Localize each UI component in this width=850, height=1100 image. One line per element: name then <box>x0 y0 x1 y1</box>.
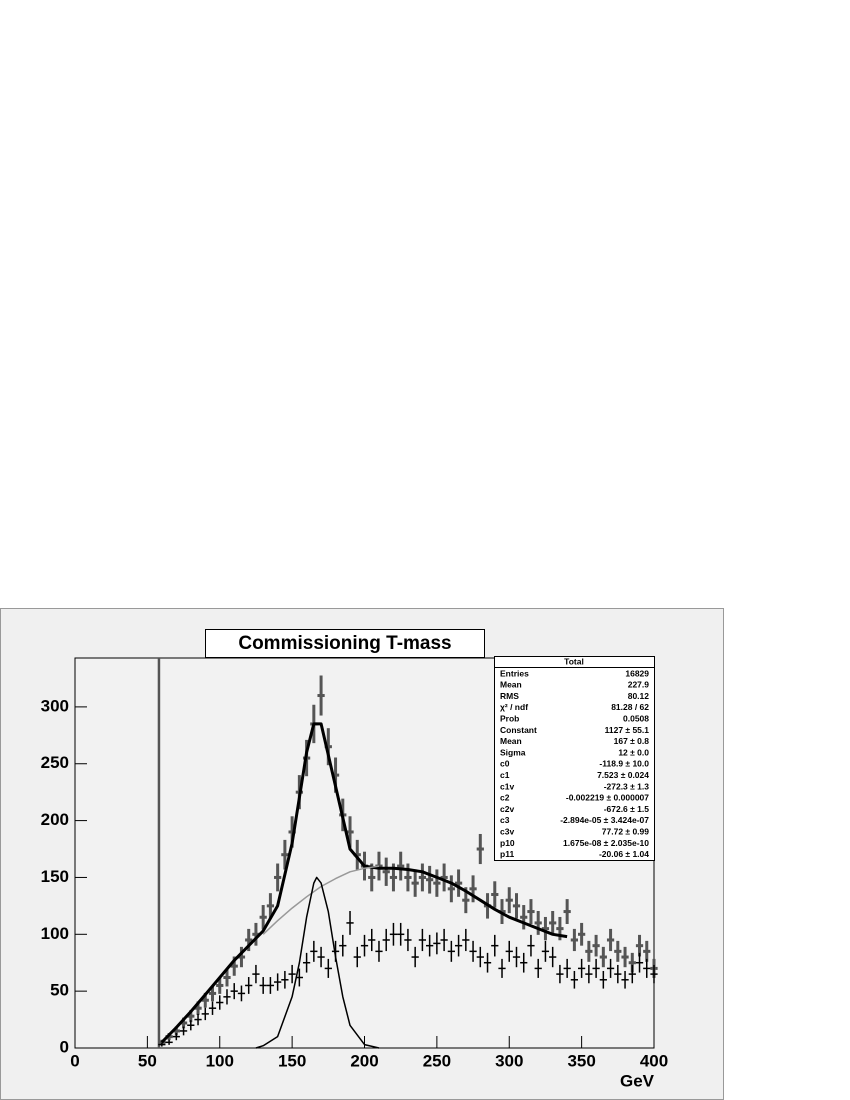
stats-label: Constant <box>500 725 537 735</box>
x-tick-label: 100 <box>206 1051 234 1070</box>
y-tick-label: 0 <box>60 1037 69 1056</box>
stats-value: 227.9 <box>628 680 650 690</box>
stats-label: c2 <box>500 793 510 803</box>
stats-label: Mean <box>500 736 522 746</box>
stats-label: p10 <box>500 838 515 848</box>
stats-value: 80.12 <box>628 691 650 701</box>
stats-label: c1v <box>500 781 514 791</box>
stats-label: Entries <box>500 668 529 678</box>
stats-box <box>494 656 655 861</box>
y-tick-label: 200 <box>41 810 69 829</box>
stats-label: Prob <box>500 713 519 723</box>
stats-value: 81.28 / 62 <box>611 702 649 712</box>
x-tick-label: 350 <box>567 1051 595 1070</box>
x-tick-label: 50 <box>138 1051 157 1070</box>
stats-label: c2v <box>500 804 514 814</box>
y-tick-label: 50 <box>50 981 69 1000</box>
stats-label: c3v <box>500 826 514 836</box>
stats-value: 16829 <box>625 668 649 678</box>
stats-label: Mean <box>500 680 522 690</box>
stats-value: 7.523 ± 0.024 <box>597 770 649 780</box>
x-tick-label: 400 <box>640 1051 668 1070</box>
stats-label: c1 <box>500 770 510 780</box>
stats-title: Total <box>564 656 584 666</box>
y-tick-label: 250 <box>41 753 69 772</box>
chart-title: Commissioning T-mass <box>238 633 451 654</box>
y-tick-label: 100 <box>41 924 69 943</box>
stats-value: -272.3 ± 1.3 <box>604 781 650 791</box>
stats-value: 77.72 ± 0.99 <box>602 826 649 836</box>
x-axis-label: GeV <box>620 1071 655 1090</box>
stats-label: χ² / ndf <box>500 702 528 712</box>
y-tick-label: 300 <box>41 696 69 715</box>
stats-value: -672.6 ± 1.5 <box>604 804 650 814</box>
stats-value: 1.675e-08 ± 2.035e-10 <box>563 838 649 848</box>
fit-curve <box>262 865 380 935</box>
x-tick-label: 150 <box>278 1051 306 1070</box>
fit-curve <box>255 876 380 1049</box>
stats-label: RMS <box>500 691 519 701</box>
stats-label: Sigma <box>500 747 526 757</box>
stats-value: -2.894e-05 ± 3.424e-07 <box>560 815 649 825</box>
stats-value: -20.06 ± 1.04 <box>599 849 649 859</box>
x-tick-label: 300 <box>495 1051 523 1070</box>
title-box <box>205 629 485 658</box>
stats-value: 167 ± 0.8 <box>614 736 650 746</box>
stats-label: c0 <box>500 759 510 769</box>
stats-label: p11 <box>500 849 514 859</box>
stats-value: -118.9 ± 10.0 <box>599 759 649 769</box>
stats-value: 0.0508 <box>623 713 649 723</box>
stats-value: -0.002219 ± 0.000007 <box>566 793 649 803</box>
stats-value: 12 ± 0.0 <box>618 747 649 757</box>
fit-curve <box>160 722 568 1044</box>
stats-label: c3 <box>500 815 510 825</box>
y-tick-label: 150 <box>41 867 69 886</box>
x-tick-label: 200 <box>350 1051 378 1070</box>
stats-value: 1127 ± 55.1 <box>605 725 650 735</box>
x-tick-label: 250 <box>423 1051 451 1070</box>
x-tick-label: 0 <box>70 1051 79 1070</box>
